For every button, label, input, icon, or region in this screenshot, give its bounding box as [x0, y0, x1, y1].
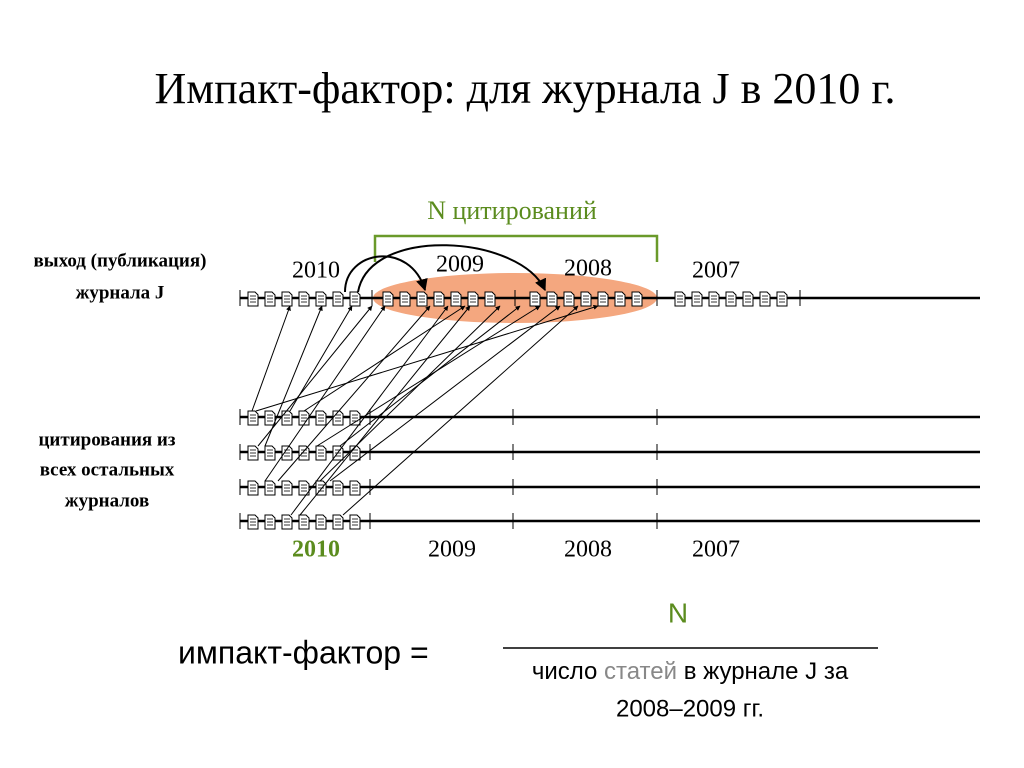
- year-label: 2007: [692, 537, 740, 563]
- denominator: число статей в журнале J за: [532, 658, 849, 685]
- curved-arrow: [344, 255, 428, 293]
- arrow: [257, 305, 373, 447]
- year-label: 2009: [436, 252, 484, 278]
- year-label: 2008: [564, 256, 612, 282]
- left-label: выход (публикация): [33, 250, 206, 271]
- formula-lhs: импакт-фактор =: [178, 634, 429, 670]
- arrow: [277, 305, 431, 482]
- arrow: [339, 305, 521, 447]
- title: Импакт-фактор: для журнала J в 2010 г.: [155, 64, 896, 113]
- arrow: [342, 305, 579, 516]
- arrow: [264, 305, 323, 447]
- left-label: цитирования из: [38, 429, 175, 450]
- arrow: [319, 305, 501, 482]
- left-label: журнала J: [76, 282, 165, 303]
- year-label: 2007: [692, 258, 740, 284]
- year-label: 2008: [564, 537, 612, 563]
- arrow: [289, 305, 353, 412]
- bracket-label: N цитирований: [427, 196, 597, 225]
- arrow: [329, 305, 561, 482]
- left-label: журналов: [65, 490, 149, 511]
- left-label: всех остальных: [40, 459, 175, 480]
- numerator: N: [668, 597, 688, 628]
- denominator: 2008–2009 гг.: [616, 695, 764, 722]
- arrow: [251, 305, 291, 412]
- year-label: 2010: [292, 537, 340, 563]
- timelines: [239, 290, 980, 529]
- year-label: 2009: [428, 537, 476, 563]
- documents: [247, 291, 788, 530]
- arrow: [290, 305, 449, 516]
- arrow: [303, 305, 466, 412]
- bracket: [373, 234, 659, 262]
- arrow: [264, 305, 386, 482]
- year-label: 2010: [292, 258, 340, 284]
- citation-arrows: [251, 304, 599, 516]
- curved-arrow: [357, 244, 546, 293]
